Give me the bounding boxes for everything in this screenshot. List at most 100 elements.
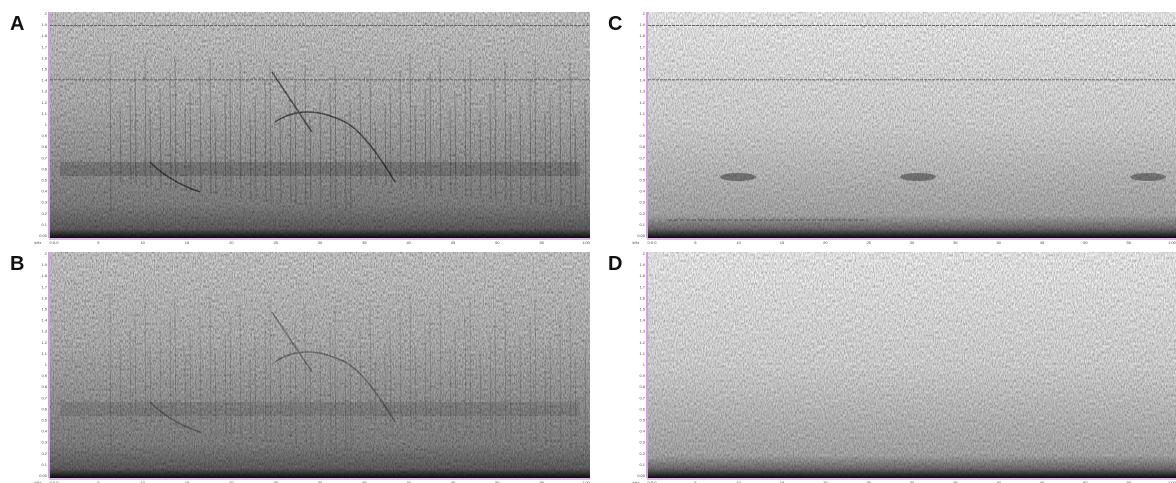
y-tick-label: 1.7: [639, 284, 645, 289]
call-trace: [149, 71, 396, 193]
y-tick-label: 0.8: [639, 144, 645, 149]
call-stroke: [254, 95, 257, 201]
y-tick-label: 1.2: [639, 340, 645, 345]
call-stroke: [134, 310, 137, 426]
call-stroke: [574, 355, 577, 451]
y-tick-label: 0.9: [639, 133, 645, 138]
call-stroke: [214, 350, 217, 436]
call-stroke: [504, 58, 507, 202]
y-tick-label: 0.8: [639, 384, 645, 389]
y-tick-label: 0.3: [41, 440, 47, 445]
call-stroke: [199, 74, 202, 194]
call-stroke: [349, 101, 352, 213]
call-band: [60, 402, 580, 416]
y-tick-label: 1.2: [639, 100, 645, 105]
y-tick-label: 1.8: [41, 33, 47, 38]
y-tick-label: 2: [45, 251, 48, 256]
y-tick-label: 1.6: [41, 295, 47, 300]
y-tick-label: 0.5: [639, 418, 645, 423]
spectrogram-panel: D 2 1.9 1.8 1.7 1.6 1.5 1.4 1.3 1.2 1.1 1 0.9 0.8 0.7 0…: [608, 251, 1176, 483]
call-stroke: [584, 338, 587, 452]
panel-label: C: [608, 13, 622, 35]
call-stroke: [174, 55, 177, 191]
call-stroke: [494, 75, 497, 201]
y-tick-label: 0.2: [41, 451, 47, 456]
spectrogram-shade: [50, 252, 590, 478]
y-tick-label: 1: [45, 122, 48, 127]
call-stroke: [384, 103, 387, 187]
call-band: [60, 162, 580, 176]
x-tick-label: 0:0.0: [648, 480, 658, 483]
axis-unit: kHz: [633, 480, 640, 483]
call-stroke: [429, 71, 432, 193]
y-tick-label: 1.6: [639, 295, 645, 300]
y-tick-label: 1.1: [639, 111, 645, 116]
y-tick-label: 0.1: [639, 222, 645, 227]
x-tick-label: 30: [910, 240, 915, 245]
y-tick-label: 1.2: [41, 340, 47, 345]
y-tick-label: 0.1: [41, 222, 47, 227]
call-stroke: [559, 319, 562, 449]
x-tick-label: 10: [140, 240, 145, 245]
spectrogram-shade: [648, 252, 1176, 478]
x-tick-label: 40: [996, 480, 1001, 483]
y-tick-label: 0.9: [639, 373, 645, 378]
y-tick-label: 0.8: [41, 144, 47, 149]
x-tick-label: 15: [780, 240, 785, 245]
call-stroke: [209, 57, 212, 195]
y-tick-label: 0.00: [637, 233, 646, 238]
call-stroke: [184, 348, 187, 432]
call-stroke: [304, 303, 307, 447]
x-tick-label: 30: [910, 480, 915, 483]
y-tick-label: 0.4: [639, 189, 645, 194]
call-stroke: [224, 93, 227, 197]
call-stroke: [409, 52, 412, 190]
x-tick-label: 40: [996, 240, 1001, 245]
y-tick-label: 1.4: [41, 78, 47, 83]
x-tick-label: 0:0.0: [50, 240, 60, 245]
axis-unit: kHz: [35, 480, 42, 483]
call-stroke: [424, 88, 427, 192]
call-stroke: [109, 291, 112, 453]
y-tick-label: 1.4: [639, 318, 645, 323]
y-tick-label: 1.1: [639, 351, 645, 356]
y-tick-label: 2: [643, 251, 646, 256]
call-stroke: [344, 118, 347, 212]
y-tick-label: 0.6: [41, 406, 47, 411]
x-tick-label: 1:00: [1168, 480, 1176, 483]
y-tick-label: 1.1: [41, 111, 47, 116]
call-stroke: [249, 352, 252, 440]
x-tick-label: 25: [866, 480, 871, 483]
y-tick-label: 1.2: [41, 100, 47, 105]
spectrogram-panel: A 2 1.9 1.8 1.7 1.6 1.5 1.4 1.3 1.2 1.1 1 0.9 0.8 0.7 0…: [10, 11, 591, 245]
x-tick-label: 10: [140, 480, 145, 483]
call-stroke: [129, 327, 132, 425]
call-stroke: [414, 345, 417, 431]
x-tick-label: 45: [451, 240, 456, 245]
call-stroke: [534, 60, 537, 206]
call-stroke: [574, 115, 577, 211]
x-tick-label: 45: [1040, 480, 1045, 483]
call-blob: [720, 173, 756, 181]
y-tick-label: 2: [643, 11, 646, 16]
y-tick-label: 1.8: [639, 33, 645, 38]
y-tick-label: 1.7: [41, 284, 47, 289]
y-tick-label: 0.2: [41, 211, 47, 216]
x-tick-label: 55: [1126, 480, 1131, 483]
x-tick-label: 1:00: [582, 480, 591, 483]
call-stroke: [439, 294, 442, 434]
x-tick-label: 50: [495, 480, 500, 483]
call-stroke: [414, 105, 417, 191]
x-tick-label: 10: [736, 240, 741, 245]
call-stroke: [369, 67, 372, 185]
call-stroke: [119, 344, 122, 424]
y-tick-label: 1.3: [41, 89, 47, 94]
call-stroke: [389, 326, 392, 428]
call-stroke: [349, 341, 352, 453]
panel-label: D: [608, 253, 622, 275]
y-tick-label: 0.5: [41, 418, 47, 423]
y-tick-label: 0.2: [639, 451, 645, 456]
call-stroke: [454, 90, 457, 196]
y-tick-label: 1.9: [639, 22, 645, 27]
